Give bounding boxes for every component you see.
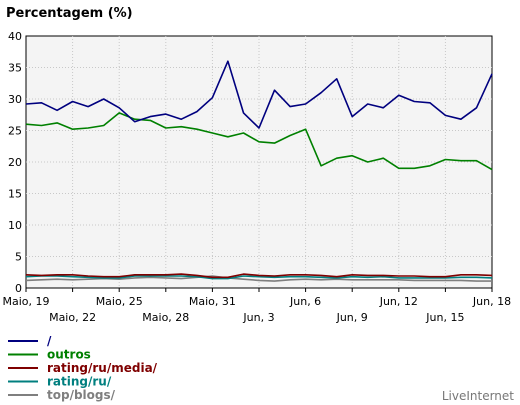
x-tick-label: Jun, 18 bbox=[472, 295, 511, 308]
series-line-0 bbox=[25, 60, 493, 129]
x-axis: Maio, 19 Maio, 25 Maio, 31 Jun, 6 Jun, 12 Jun… bbox=[2, 288, 511, 324]
series-line-1 bbox=[25, 112, 493, 171]
x-tick-label: Maio, 31 bbox=[189, 295, 236, 308]
series-line-3 bbox=[25, 275, 493, 280]
legend-label: outros bbox=[47, 348, 91, 362]
y-tick-label: 40 bbox=[8, 30, 22, 43]
chart-title: Percentagem (%) bbox=[6, 6, 133, 21]
legend-label: rating/ru/media/ bbox=[47, 361, 158, 375]
y-tick-label: 35 bbox=[8, 62, 22, 75]
y-tick-label: 15 bbox=[8, 188, 22, 201]
x-tick-label: Jun, 6 bbox=[289, 295, 321, 308]
y-axis: 0 5 10 15 20 25 30 35 40 bbox=[8, 30, 22, 295]
x-tick-label: Maio, 22 bbox=[49, 311, 96, 324]
x-tick-label: Jun, 9 bbox=[336, 311, 368, 324]
x-tick-label: Jun, 3 bbox=[242, 311, 274, 324]
x-tick-label: Jun, 15 bbox=[425, 311, 464, 324]
legend-label: rating/ru/ bbox=[47, 375, 112, 389]
series-lines bbox=[25, 60, 493, 282]
y-tick-label: 25 bbox=[8, 125, 22, 138]
x-tick-label: Maio, 19 bbox=[2, 295, 49, 308]
y-tick-label: 20 bbox=[8, 156, 22, 169]
x-tick-label: Maio, 28 bbox=[142, 311, 189, 324]
legend-label: top/blogs/ bbox=[47, 388, 116, 402]
liveinternet-brand: LiveInternet bbox=[442, 389, 514, 403]
y-tick-label: 5 bbox=[15, 251, 22, 264]
series-line-2 bbox=[25, 273, 493, 279]
legend-label: / bbox=[47, 334, 52, 348]
x-tick-label: Maio, 25 bbox=[96, 295, 143, 308]
y-tick-label: 10 bbox=[8, 219, 22, 232]
gridlines bbox=[26, 36, 492, 288]
legend: /outrosrating/ru/media/rating/ru/top/blo… bbox=[8, 334, 158, 402]
x-tick-label: Jun, 12 bbox=[379, 295, 418, 308]
y-tick-label: 0 bbox=[15, 282, 22, 295]
y-tick-label: 30 bbox=[8, 93, 22, 106]
